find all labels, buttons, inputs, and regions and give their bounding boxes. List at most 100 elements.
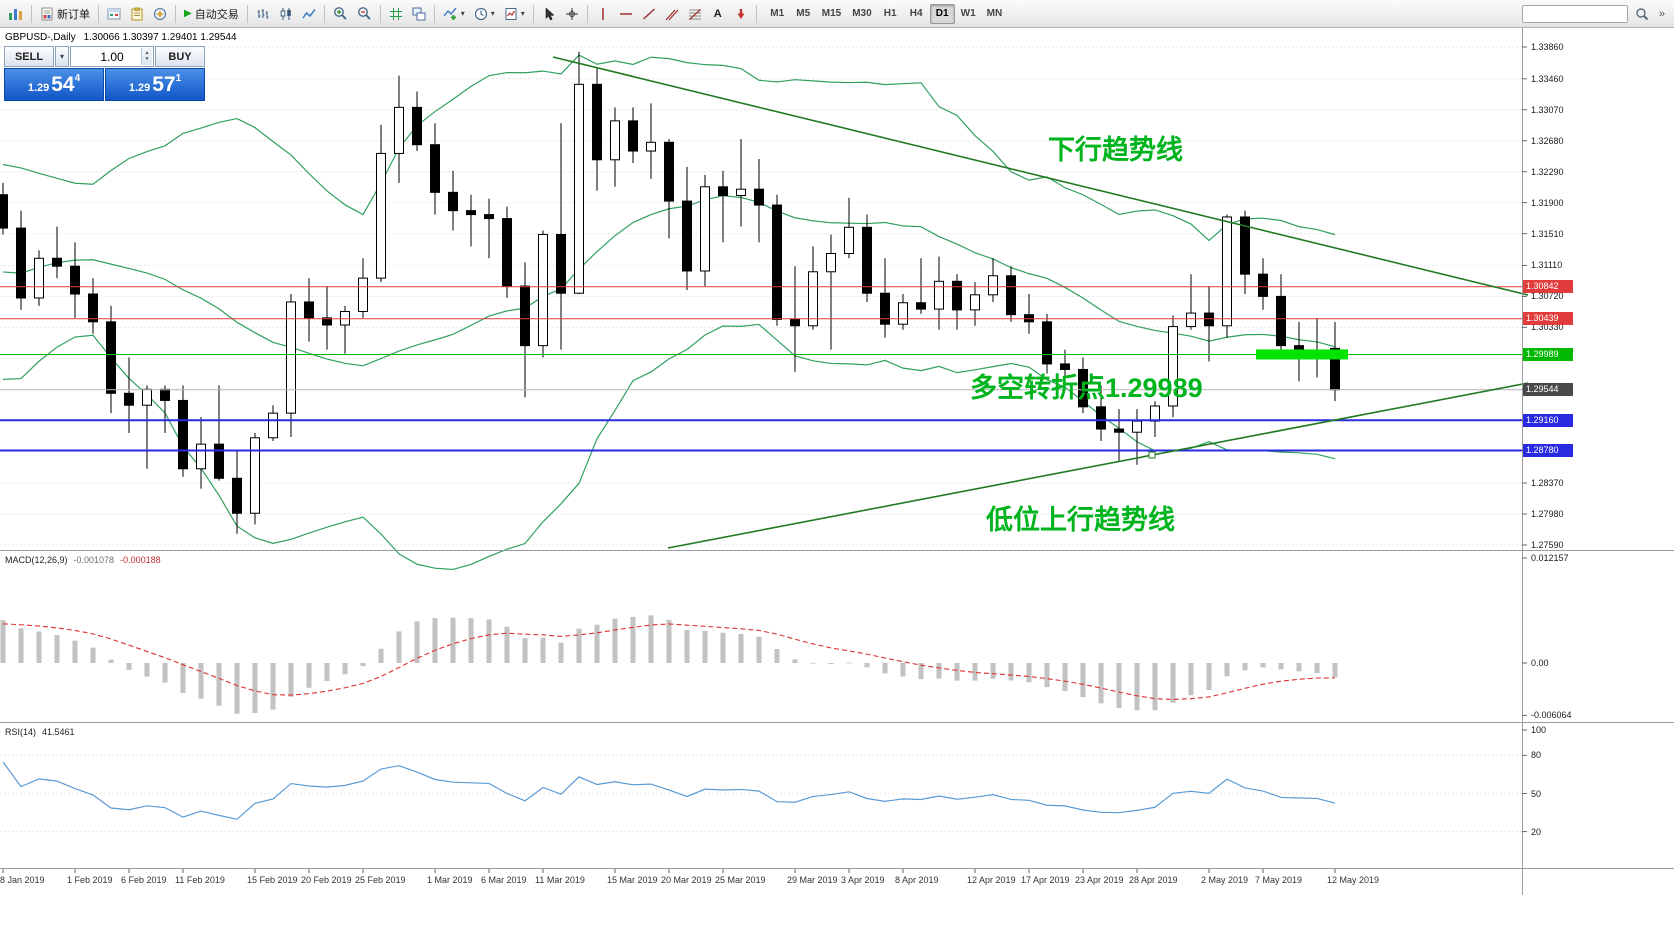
macd-histogram-bar: [1206, 663, 1212, 691]
chart-annotation[interactable]: 低位上行趋势线: [986, 505, 1175, 535]
market-watch-button[interactable]: [103, 3, 125, 25]
candlestick-mode-button[interactable]: [275, 3, 297, 25]
candle-body: [16, 227, 26, 299]
vertical-line-tool-button[interactable]: [592, 3, 614, 25]
channel-tool-button[interactable]: [661, 3, 683, 25]
price-tag: 1.29160: [1523, 413, 1573, 427]
macd-histogram-bar: [1314, 663, 1320, 674]
macd-name: MACD(12,26,9): [5, 555, 68, 565]
buy-price-button[interactable]: 1.29 57 1: [105, 68, 205, 101]
timeframe-m30[interactable]: M30: [852, 8, 872, 19]
order-type-dropdown[interactable]: ▾: [55, 46, 69, 67]
timeframe-d1[interactable]: D1: [929, 3, 955, 24]
pivot-highlight-segment[interactable]: [1256, 349, 1348, 360]
candle-body: [1150, 405, 1160, 422]
timeframe-m15[interactable]: M15: [821, 8, 842, 19]
macd-histogram-bar: [198, 663, 204, 699]
fibonacci-tool-button[interactable]: [684, 3, 706, 25]
bar-chart-mode-button[interactable]: [252, 3, 274, 25]
new-order-button[interactable]: 新订单: [36, 3, 94, 25]
macd-histogram-bar: [1044, 663, 1050, 688]
candle-body: [808, 271, 818, 327]
indicators-button[interactable]: ▾: [439, 3, 469, 25]
periods-button[interactable]: ▾: [470, 3, 499, 25]
timeframe-mn[interactable]: MN: [986, 8, 1003, 19]
zoom-in-button[interactable]: [329, 3, 352, 25]
price-axis-label: 1.31510: [1531, 228, 1564, 239]
auto-trading-button[interactable]: ▶ 自动交易: [180, 3, 243, 25]
crosshair-tool-button[interactable]: [561, 3, 583, 25]
macd-histogram-bar: [594, 624, 600, 663]
line-chart-mode-button[interactable]: [298, 3, 320, 25]
volume-field[interactable]: 1.00 ▲ ▼: [70, 46, 154, 67]
templates-button[interactable]: ▾: [500, 3, 529, 25]
toolbar-separator: [246, 4, 248, 23]
timeframe-w1[interactable]: W1: [960, 8, 976, 19]
time-axis-label: 29 Mar 2019: [787, 875, 838, 885]
macd-histogram-bar: [720, 632, 726, 663]
uptrend-trendline[interactable]: [667, 382, 1529, 549]
arrows-tool-button[interactable]: [730, 3, 752, 25]
price-axis-label: 1.33860: [1531, 42, 1564, 52]
candle-body: [970, 294, 980, 311]
spin-down-icon[interactable]: ▼: [144, 56, 150, 62]
timeframe-h4[interactable]: H4: [909, 8, 923, 19]
price-tag: 1.29989: [1523, 347, 1573, 361]
chart-annotation[interactable]: 多空转折点1.29989: [970, 373, 1203, 403]
zoom-out-button[interactable]: [353, 3, 376, 25]
macd-histogram-bar: [216, 663, 222, 706]
grid-icon: [389, 7, 402, 20]
macd-histogram-bar: [54, 635, 60, 663]
price-tag: 1.30842: [1523, 280, 1573, 294]
time-axis-label: 1 Mar 2019: [427, 875, 473, 885]
macd-histogram-bar: [936, 663, 942, 679]
candle-body: [1186, 312, 1196, 328]
volume-stepper[interactable]: ▲ ▼: [141, 48, 152, 65]
candle-body: [1258, 273, 1268, 297]
macd-histogram-bar: [396, 631, 402, 663]
spin-up-icon[interactable]: ▲: [144, 50, 150, 56]
candle-body: [322, 317, 332, 326]
macd-histogram-bar: [126, 663, 132, 670]
downtrend-trendline[interactable]: [552, 56, 1529, 296]
timeframe-h1[interactable]: H1: [883, 8, 897, 19]
timeframe-m1[interactable]: M1: [770, 8, 785, 19]
macd-histogram-bar: [450, 617, 456, 663]
timeframe-m5[interactable]: M5: [796, 8, 811, 19]
chart-annotation[interactable]: 下行趋势线: [1048, 135, 1183, 165]
macd-histogram-bar: [702, 630, 708, 663]
chart-symbol-label: GBPUSD-,Daily: [5, 32, 76, 43]
sell-price-button[interactable]: 1.29 54 4: [4, 68, 104, 101]
macd-histogram-bar: [1098, 663, 1104, 704]
search-button[interactable]: [1631, 3, 1653, 25]
crosshair-icon: [565, 7, 578, 20]
text-tool-button[interactable]: A: [707, 3, 729, 25]
macd-histogram-bar: [1242, 663, 1248, 671]
navigator-button[interactable]: [149, 3, 171, 25]
trendline-handle[interactable]: [1148, 451, 1156, 459]
symbol-search-input[interactable]: [1521, 4, 1628, 23]
price-axis-label: 1.27980: [1531, 509, 1564, 520]
candle-body: [160, 388, 170, 401]
trendline-tool-button[interactable]: [638, 3, 660, 25]
candle-body: [736, 188, 746, 197]
time-axis-label: 15 Mar 2019: [607, 875, 658, 885]
horizontal-level-lines: [0, 286, 1522, 452]
data-window-button[interactable]: [126, 3, 148, 25]
horizontal-line-tool-button[interactable]: [615, 3, 637, 25]
cursor-tool-button[interactable]: [538, 3, 560, 25]
tile-windows-button[interactable]: [408, 3, 430, 25]
sell-button[interactable]: SELL: [4, 46, 54, 67]
buy-button[interactable]: BUY: [155, 46, 205, 67]
toolbar-overflow-icon[interactable]: »: [1658, 7, 1665, 20]
price-axis-label: 1.32680: [1531, 135, 1564, 146]
grid-toggle-button[interactable]: [385, 3, 407, 25]
clock-icon: [474, 7, 487, 20]
rsi-axis-label: 100: [1531, 725, 1547, 735]
candle-body: [34, 257, 44, 299]
macd-histogram-bar: [1134, 663, 1140, 711]
time-axis-label: 12 May 2019: [1327, 875, 1380, 885]
volume-value: 1.00: [100, 49, 124, 64]
macd-histogram-bar: [1188, 663, 1194, 696]
